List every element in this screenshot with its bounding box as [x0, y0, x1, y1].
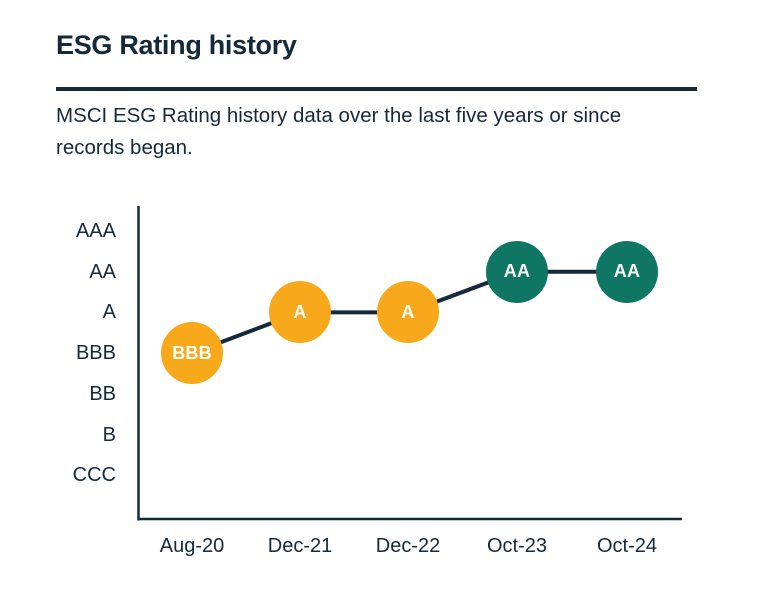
x-axis-tick-oct-23: Oct-23	[486, 535, 548, 557]
data-point-oct-24: AA	[596, 240, 658, 303]
data-point-dec-22: A	[377, 281, 439, 344]
data-point-dec-21: A	[269, 281, 331, 344]
x-axis-tick-oct-24: Oct-24	[596, 535, 658, 557]
y-axis-tick-a: A	[102, 301, 116, 324]
x-axis-tick-dec-21: Dec-21	[267, 535, 333, 557]
y-axis-tick-bb: BB	[89, 382, 116, 405]
page-title: ESG Rating history	[56, 30, 297, 60]
x-axis-tick-aug-20: Aug-20	[159, 535, 225, 557]
y-axis-tick-aa: AA	[89, 260, 116, 283]
y-axis-tick-ccc: CCC	[72, 464, 116, 487]
title-divider	[56, 87, 697, 91]
y-axis-tick-b: B	[102, 423, 116, 446]
x-axis-tick-dec-22: Dec-22	[375, 535, 441, 557]
data-point-oct-23: AA	[486, 240, 548, 303]
chart-description-line1: MSCI ESG Rating history data over the la…	[56, 104, 622, 127]
chart-description-line2: records began.	[56, 136, 193, 159]
data-point-aug-20: BBB	[161, 322, 223, 385]
y-axis-tick-bbb: BBB	[75, 342, 116, 365]
chart-description: MSCI ESG Rating history data over the la…	[56, 100, 716, 164]
y-axis-tick-aaa: AAA	[75, 220, 116, 242]
